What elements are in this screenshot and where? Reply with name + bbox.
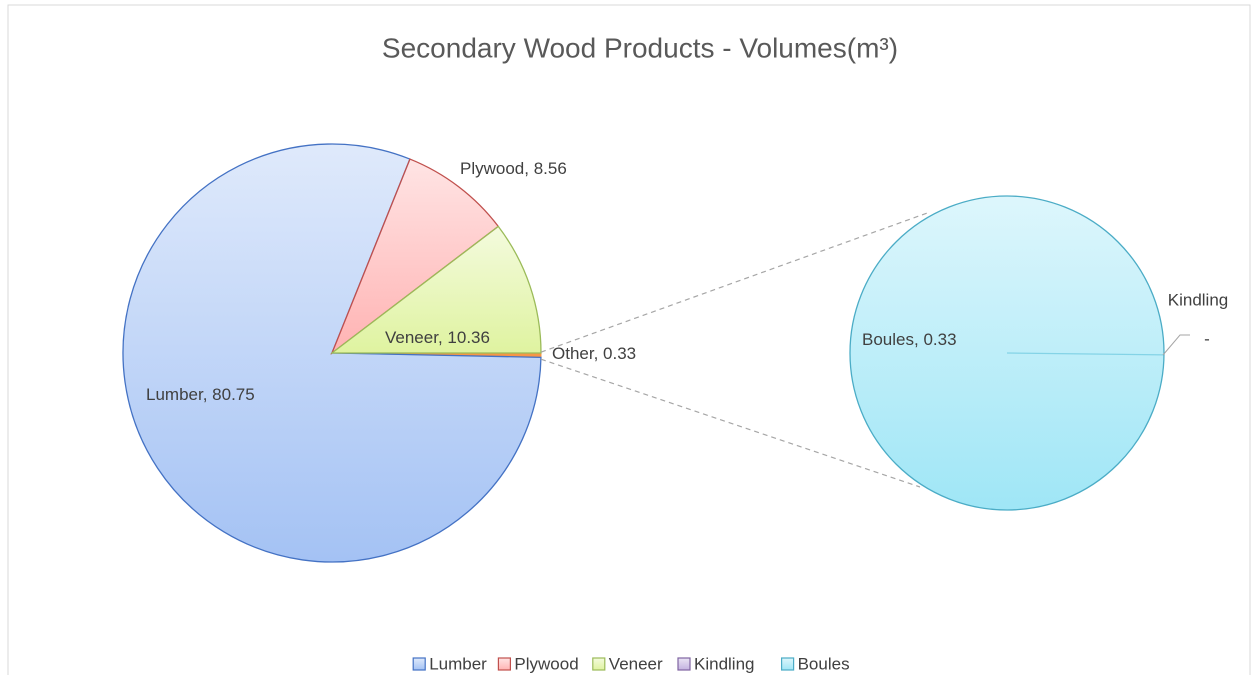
legend-swatch <box>412 657 426 671</box>
label-separator: , <box>914 330 923 349</box>
label-value: 8.56 <box>534 159 567 178</box>
connector-line <box>540 211 931 353</box>
data-label: - <box>1204 329 1210 348</box>
connector-line <box>540 358 921 488</box>
pie-slice <box>849 195 1165 511</box>
label-name: Lumber <box>146 385 204 404</box>
legend-swatch <box>780 657 795 671</box>
chart-frame <box>7 4 1251 675</box>
label-name: Boules <box>862 330 914 349</box>
legend-label: Boules <box>798 654 850 673</box>
leader-line <box>1162 334 1190 356</box>
pie-slice <box>330 158 500 355</box>
label-name: Veneer <box>385 328 439 347</box>
label-value: 0.33 <box>923 330 956 349</box>
label-value: 10.36 <box>447 328 490 347</box>
label-separator: , <box>438 328 447 347</box>
legend-label: Kindling <box>694 654 755 673</box>
label-separator: , <box>594 344 603 363</box>
data-label: Other, 0.33 <box>552 344 636 363</box>
pie-slice <box>330 225 542 354</box>
legend-label: Lumber <box>429 654 487 673</box>
legend-swatch <box>592 657 606 671</box>
label-separator: , <box>524 159 533 178</box>
label-value: 80.75 <box>212 385 255 404</box>
label-name: Plywood <box>460 159 524 178</box>
legend-label: Veneer <box>609 654 663 673</box>
label-value: 0.33 <box>603 344 636 363</box>
data-label: Kindling <box>1168 290 1229 309</box>
legend-label: Plywood <box>514 654 578 673</box>
data-label: Lumber, 80.75 <box>146 385 255 404</box>
data-label: Plywood, 8.56 <box>460 159 567 178</box>
data-label: Boules, 0.33 <box>862 330 957 349</box>
legend-swatch <box>497 657 511 671</box>
data-label: Veneer, 10.36 <box>385 328 490 347</box>
label-name: Other <box>552 344 595 363</box>
legend-swatch <box>677 657 691 671</box>
chart-title: Secondary Wood Products - Volumes(m³) <box>382 32 898 63</box>
label-separator: , <box>203 385 212 404</box>
